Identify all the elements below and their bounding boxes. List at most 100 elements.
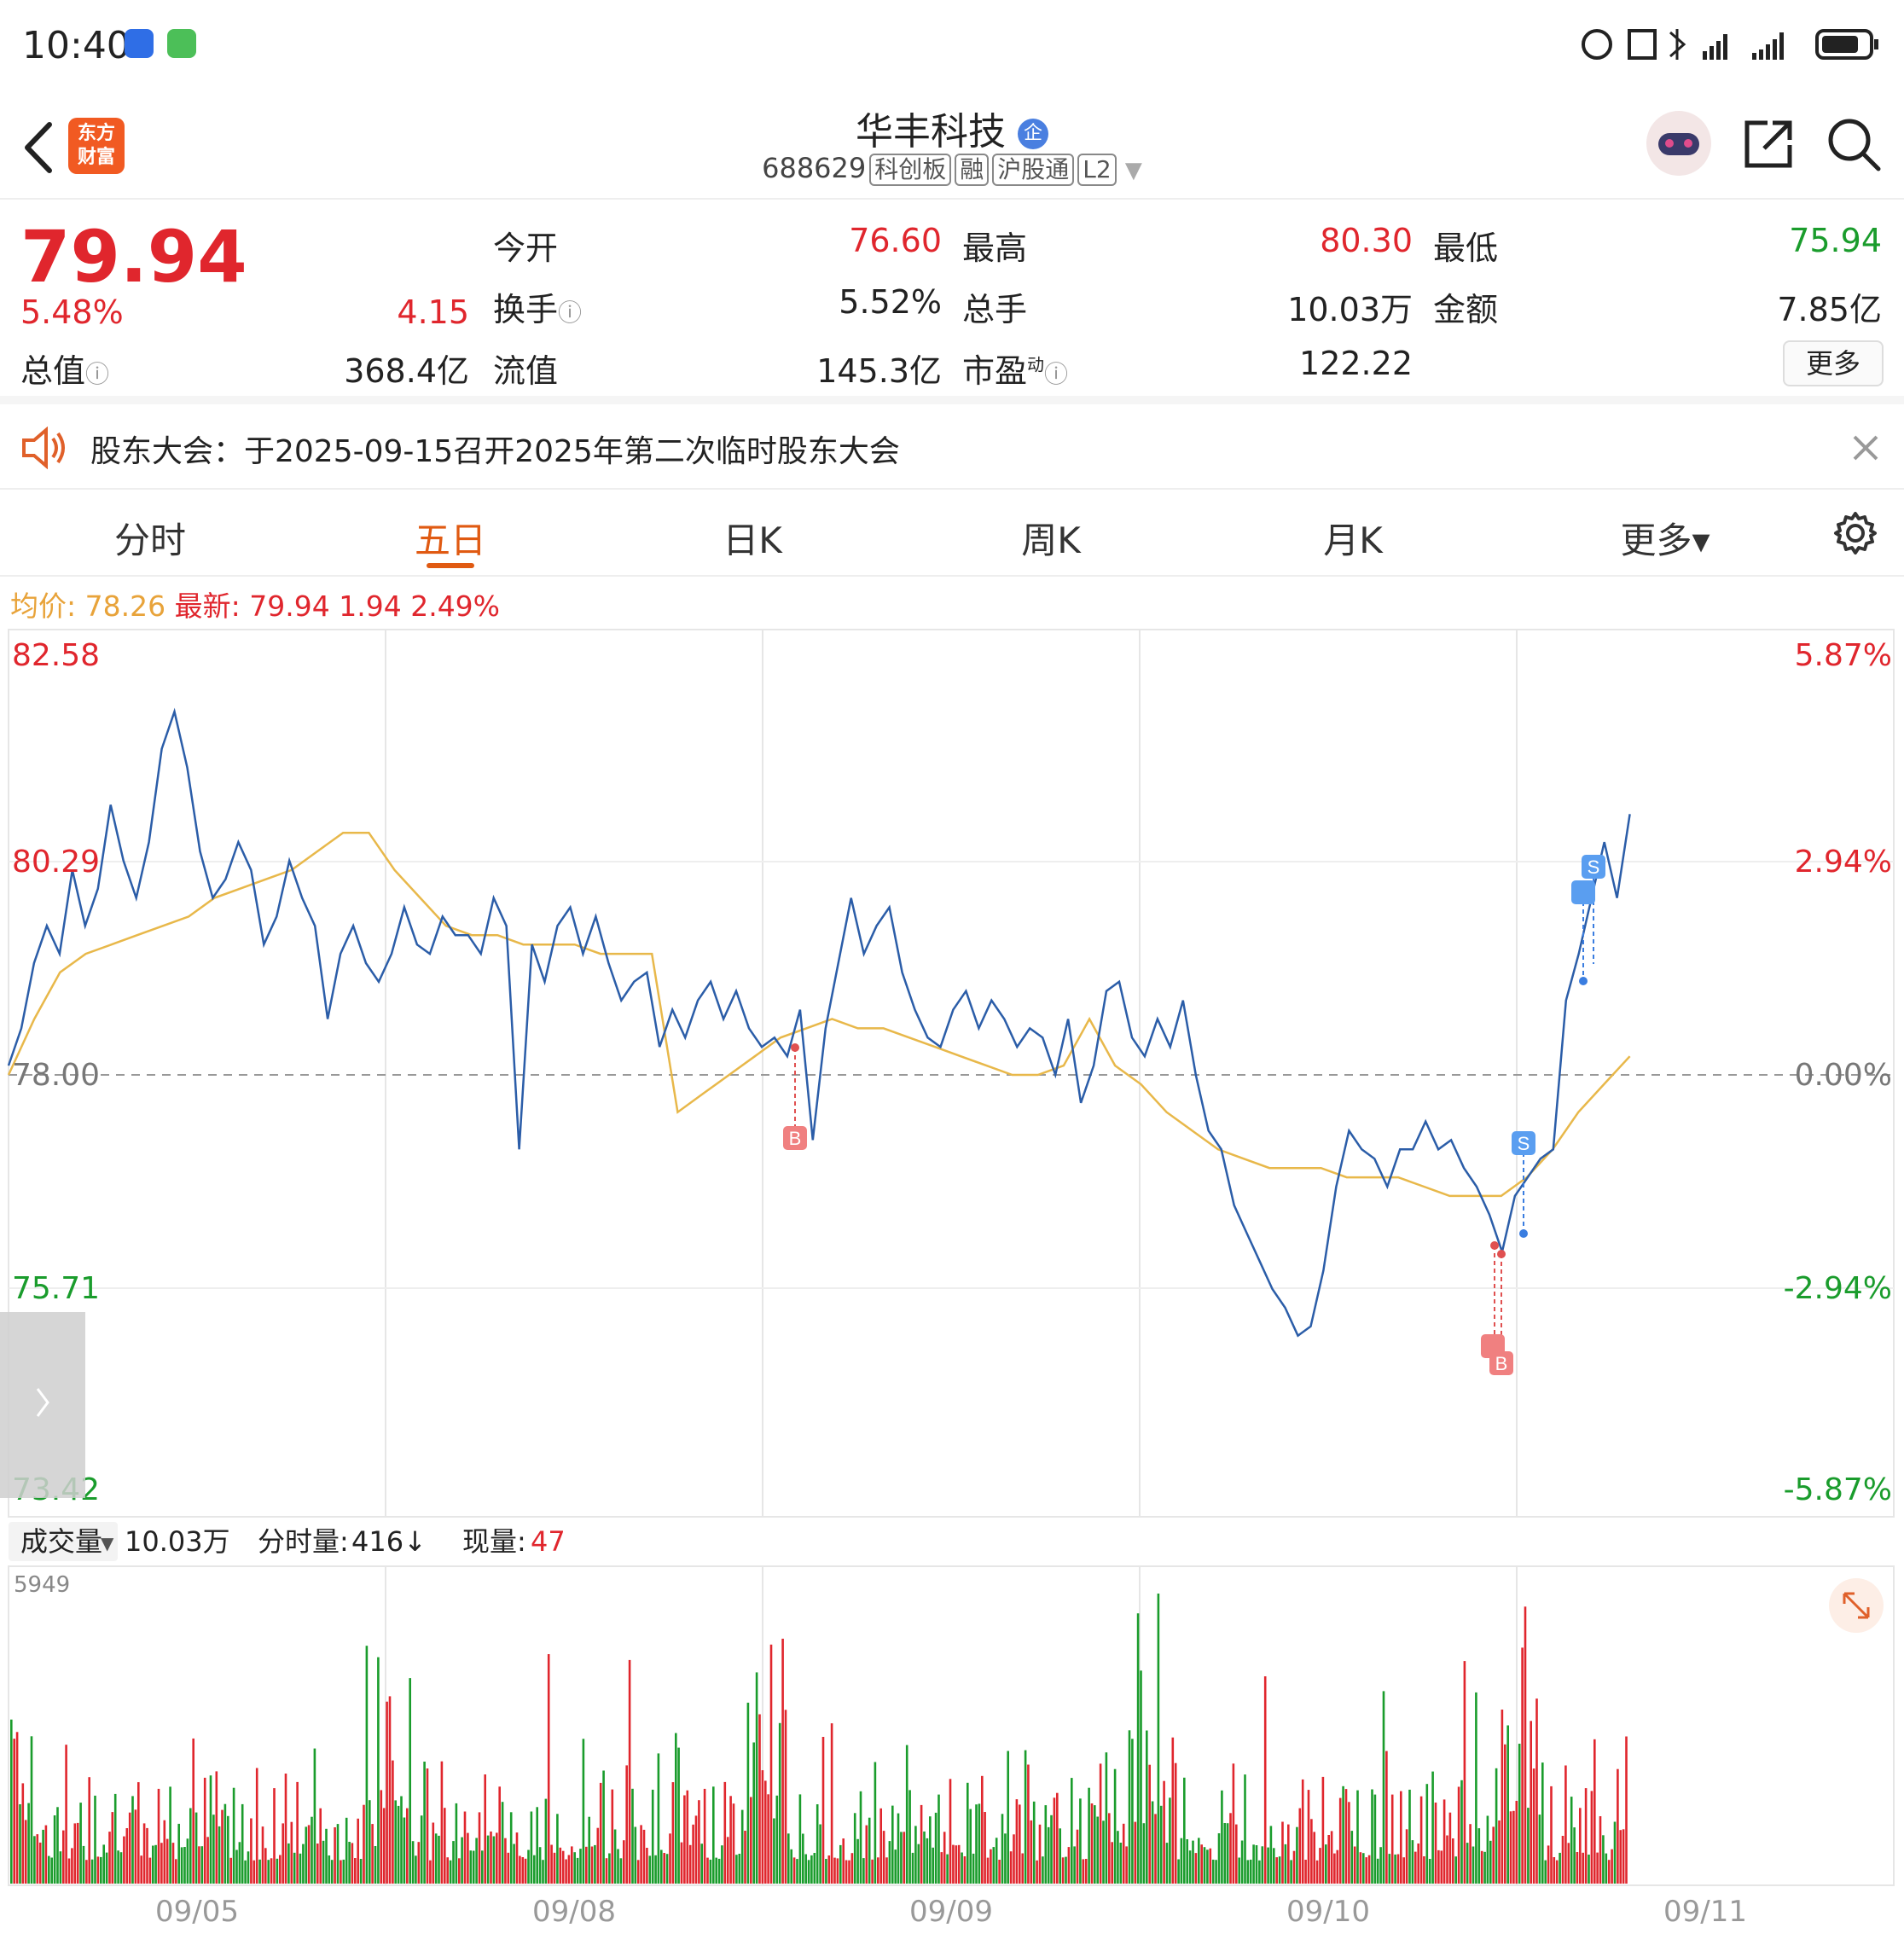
volume-bar [125, 1828, 129, 1884]
volume-bar [908, 1790, 911, 1884]
turnover-value: 5.52% [839, 283, 942, 321]
volume-bar [1013, 1834, 1015, 1884]
volume-bar [1437, 1849, 1440, 1884]
tab-daily-k[interactable]: 日K [723, 520, 782, 561]
tab-five-day[interactable]: 五日 [414, 520, 486, 561]
volume-bar [519, 1855, 521, 1884]
volume-bar [33, 1836, 36, 1884]
info-icon[interactable]: ⓘ [558, 299, 583, 327]
volume-bar [1221, 1790, 1223, 1884]
volume-bar [1321, 1776, 1325, 1884]
volume-bar [1105, 1752, 1108, 1884]
stock-code-row[interactable]: 688629 科创板融沪股通 L2 ▼ [0, 152, 1904, 186]
volume-bar [1267, 1847, 1269, 1884]
volume-bar [1036, 1860, 1038, 1884]
close-icon[interactable] [1851, 433, 1880, 462]
right-pct-tick: 2.94% [1795, 845, 1892, 880]
buy-marker-icon[interactable] [783, 1126, 807, 1150]
side-panel-handle[interactable] [0, 1312, 85, 1498]
volume-bar [825, 1859, 827, 1884]
volume-bar [1108, 1813, 1111, 1884]
volume-bar [709, 1859, 712, 1884]
volume-bar [758, 1714, 761, 1884]
volume-bar [671, 1782, 675, 1884]
volume-bar [1315, 1860, 1319, 1884]
volume-indicator-selector[interactable] [9, 1522, 118, 1561]
tab-intraday[interactable]: 分时 [113, 520, 186, 561]
tab-more[interactable]: 更多▾ [1620, 520, 1710, 561]
current-price: 79.94 [20, 215, 247, 299]
volume-bar [1082, 1859, 1085, 1884]
volume-bar [1203, 1847, 1206, 1884]
volume-bar [134, 1809, 137, 1884]
sell-marker-icon[interactable] [1571, 880, 1595, 904]
volume-bar [879, 1808, 882, 1884]
volume-bar [1348, 1802, 1350, 1884]
volume-bar [605, 1858, 608, 1884]
volume-bar [613, 1829, 617, 1884]
assistant-avatar-icon[interactable] [1646, 111, 1711, 176]
volume-bar [775, 1795, 779, 1884]
volume-bar [1414, 1851, 1417, 1884]
volume-bar [481, 1850, 484, 1884]
volume-bar [59, 1851, 62, 1884]
volume-bar [227, 1815, 229, 1884]
volume-bar [694, 1815, 698, 1884]
volume-bar [200, 1846, 204, 1884]
volume-bar [1128, 1730, 1131, 1884]
volume-bar [594, 1844, 596, 1884]
left-price-tick: 75.71 [12, 1271, 100, 1306]
pe-label-text: 市盈 [962, 352, 1028, 390]
volume-bar [1605, 1853, 1608, 1884]
volume-bar [1602, 1835, 1605, 1884]
sell-marker-icon[interactable] [1582, 855, 1605, 879]
volume-bar [1590, 1791, 1593, 1884]
volume-bar [244, 1860, 247, 1884]
volume-bar [530, 1811, 533, 1884]
date-axis: 09/05 09/08 09/09 09/10 09/11 [155, 1895, 1747, 1929]
volume-bar [732, 1803, 735, 1884]
volume-bar [119, 1852, 123, 1884]
volume-bar [1032, 1801, 1036, 1884]
sell-marker-icon[interactable] [1512, 1131, 1535, 1155]
volume-bar [1099, 1763, 1102, 1884]
left-price-tick: 78.00 [12, 1058, 100, 1093]
notice-bar[interactable]: 股东大会：于2025-09-15召开2025年第二次临时股东大会 [0, 406, 1904, 490]
volume-bar [1194, 1853, 1198, 1884]
volume-bar [1073, 1846, 1076, 1884]
tab-weekly-k[interactable]: 周K [1021, 520, 1081, 561]
volume-bar [538, 1847, 542, 1884]
volume-bar [1342, 1786, 1344, 1884]
tab-monthly-k[interactable]: 月K [1323, 520, 1383, 561]
back-icon[interactable] [19, 118, 61, 177]
volume-bar [1059, 1828, 1061, 1884]
volume-bar [446, 1857, 449, 1884]
volume-bar [515, 1832, 519, 1884]
volume-bar [1596, 1852, 1599, 1884]
volume-bar [565, 1859, 567, 1884]
share-icon[interactable] [1742, 118, 1795, 171]
volume-bar [1140, 1670, 1142, 1884]
volume-bar [729, 1796, 732, 1884]
volume-bar [1570, 1797, 1573, 1884]
volume-bar [403, 1817, 406, 1884]
volume-bar [648, 1855, 652, 1884]
buy-marker-icon[interactable] [1489, 1351, 1513, 1375]
logo-text: 财富 [77, 147, 115, 168]
settings-gear-icon[interactable] [1832, 510, 1878, 556]
info-icon[interactable]: ⓘ [85, 360, 110, 388]
volume-bar [1350, 1831, 1354, 1884]
volume-bars [10, 1594, 1628, 1884]
volume-bar [1094, 1805, 1096, 1884]
search-icon[interactable] [1826, 116, 1882, 172]
volume-bar [458, 1858, 461, 1884]
volume-bar [13, 1739, 15, 1884]
info-icon[interactable]: ⓘ [1044, 360, 1069, 388]
avg-price-value: 78.26 [84, 589, 166, 623]
volume-bar [1240, 1840, 1244, 1884]
more-quote-button[interactable]: 更多 [1783, 340, 1884, 386]
dropdown-arrow-icon[interactable]: ▼ [1124, 158, 1142, 183]
volume-bar [1188, 1850, 1192, 1884]
